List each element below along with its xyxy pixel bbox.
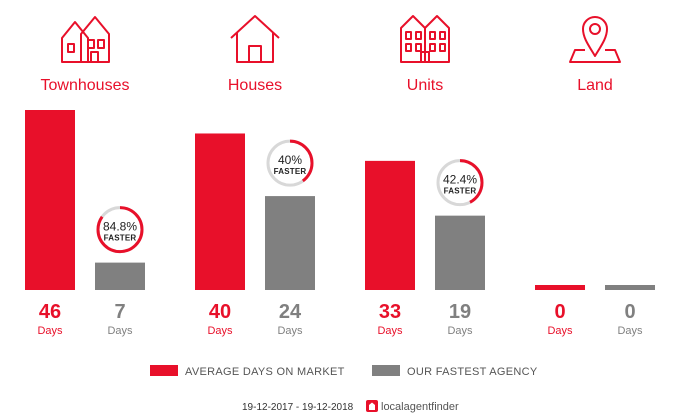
value-unit: Days xyxy=(547,325,573,337)
faster-badge: 84.8%FASTER xyxy=(96,205,144,254)
brand-name: localagentfinder xyxy=(381,401,459,413)
land-pin-icon xyxy=(569,16,621,63)
faster-sub-label: FASTER xyxy=(104,234,137,243)
value-unit: Days xyxy=(617,325,643,337)
value-unit: Days xyxy=(447,325,473,337)
faster-percent-label: 84.8% xyxy=(103,220,137,234)
legend-label-agency: OUR FASTEST AGENCY xyxy=(407,366,538,378)
faster-badge: 42.4%FASTER xyxy=(436,158,484,207)
faster-percent-label: 42.4% xyxy=(443,173,477,187)
faster-percent-label: 40% xyxy=(278,153,302,167)
value-agency: 7 xyxy=(114,301,125,323)
brand-logo-icon xyxy=(366,400,378,412)
date-range: 19-12-2017 - 19-12-2018 xyxy=(242,402,354,413)
faster-ring-progress xyxy=(266,139,314,187)
faster-sub-label: FASTER xyxy=(274,167,307,176)
units-icon xyxy=(400,15,450,63)
bar-average xyxy=(365,160,415,290)
legend-swatch-agency xyxy=(372,365,400,376)
bar-agency xyxy=(605,285,655,290)
faster-ring-progress xyxy=(96,206,144,254)
bar-agency xyxy=(435,215,485,290)
value-average: 46 xyxy=(39,301,61,323)
faster-ring-progress xyxy=(436,159,484,207)
value-agency: 24 xyxy=(279,301,302,323)
faster-badge-bg xyxy=(266,139,314,188)
value-unit: Days xyxy=(107,325,133,337)
category-labels: Townhouses Houses Units Land xyxy=(41,77,613,94)
bar-average xyxy=(535,285,585,290)
faster-badge-bg xyxy=(436,158,484,207)
category-label: Houses xyxy=(228,77,282,94)
value-average: 40 xyxy=(209,301,231,323)
value-unit: Days xyxy=(207,325,233,337)
value-unit: Days xyxy=(277,325,303,337)
category-icons xyxy=(61,15,621,63)
faster-badge-bg xyxy=(96,205,144,254)
category-label: Land xyxy=(577,77,613,94)
faster-sub-label: FASTER xyxy=(444,187,477,196)
bar-agency xyxy=(95,262,145,290)
value-unit: Days xyxy=(377,325,403,337)
value-average: 0 xyxy=(554,301,565,323)
bar-average xyxy=(25,110,75,290)
bars xyxy=(25,110,655,290)
townhouse-icon xyxy=(61,16,110,63)
value-average: 33 xyxy=(379,301,401,323)
faster-badge: 40%FASTER xyxy=(266,139,314,188)
legend: AVERAGE DAYS ON MARKET OUR FASTEST AGENC… xyxy=(150,365,538,378)
footer: 19-12-2017 - 19-12-2018 localagentfinder xyxy=(242,400,459,413)
bar-agency xyxy=(265,196,315,290)
category-label: Townhouses xyxy=(41,77,130,94)
bar-average xyxy=(195,133,245,290)
value-unit: Days xyxy=(37,325,63,337)
category-label: Units xyxy=(407,77,443,94)
value-agency: 19 xyxy=(449,301,471,323)
legend-label-average: AVERAGE DAYS ON MARKET xyxy=(185,366,345,378)
legend-swatch-average xyxy=(150,365,178,376)
house-icon xyxy=(230,15,280,63)
value-labels: 46 Days 7 Days 40 Days 24 Days 33 Days 19 Days 0 Days… xyxy=(37,301,643,337)
value-agency: 0 xyxy=(624,301,635,323)
